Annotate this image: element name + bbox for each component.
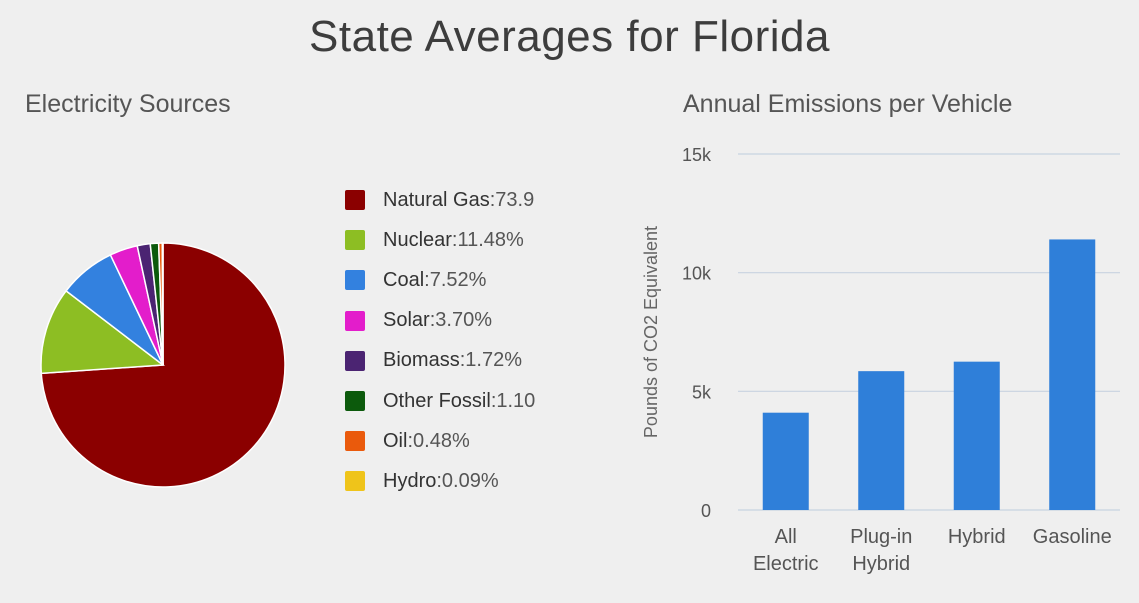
y-tick-label: 10k (682, 264, 712, 284)
pie-chart-title: Electricity Sources (25, 90, 231, 118)
legend-item-nuclear[interactable]: Nuclear: 11.48% (345, 220, 550, 260)
legend-value: 1.72% (465, 349, 522, 372)
legend-label: Oil (383, 429, 408, 452)
legend-value: 3.70% (435, 309, 492, 332)
x-tick-label: Plug-in (850, 526, 912, 548)
legend-label: Biomass (383, 349, 460, 372)
bar-chart-title: Annual Emissions per Vehicle (683, 90, 1013, 118)
legend-value: 0.09% (441, 469, 499, 492)
page-title: State Averages for Florida (309, 12, 830, 61)
x-tick-label: Hybrid (852, 553, 910, 575)
bar-1[interactable] (858, 371, 905, 510)
legend-swatch (345, 310, 365, 331)
bar-2[interactable] (953, 361, 1000, 510)
legend-swatch (345, 190, 365, 211)
legend-label: Other Fossil (383, 389, 491, 412)
x-tick-label: Gasoline (1033, 526, 1112, 548)
pie-chart (40, 242, 286, 488)
legend-item-other-fossil[interactable]: Other Fossil: 1.10 (345, 381, 550, 421)
legend-label: Hydro (383, 469, 437, 492)
legend-item-natural-gas[interactable]: Natural Gas: 73.9 (345, 180, 550, 220)
legend-item-biomass[interactable]: Biomass: 1.72% (345, 341, 550, 381)
legend-label: Coal (383, 268, 425, 291)
legend-swatch (345, 471, 365, 492)
pie-slice-hydro[interactable] (161, 242, 164, 366)
x-tick-label: Electric (753, 553, 819, 575)
y-tick-label: 0 (701, 501, 711, 521)
pie-slice-nuclear[interactable] (40, 289, 166, 375)
legend-item-solar[interactable]: Solar: 3.70% (345, 301, 550, 341)
legend-label: Solar (383, 309, 430, 332)
legend-swatch (345, 270, 365, 291)
legend-value: 11.48% (457, 228, 524, 251)
bar-0[interactable] (762, 412, 809, 510)
x-tick-label: All (775, 526, 797, 548)
legend-swatch (345, 431, 365, 452)
legend-value: 7.52% (429, 268, 487, 291)
legend-swatch (345, 350, 365, 371)
legend-value: 0.48% (413, 429, 470, 452)
bar-3[interactable] (1049, 239, 1096, 510)
x-tick-label: Hybrid (948, 526, 1006, 548)
legend-swatch (345, 230, 365, 251)
legend-swatch (345, 391, 365, 412)
legend-value: 73.9 (495, 188, 535, 211)
pie-legend: Natural Gas: 73.9 Nuclear: 11.48% Coal: 7.… (345, 180, 550, 502)
bar-chart: 0 5k 10k 15k Pounds of CO2 Equivalent All Elec… (641, 145, 1120, 575)
legend-item-oil[interactable]: Oil: 0.48% (345, 421, 550, 461)
y-tick-label: 15k (682, 145, 712, 165)
y-axis-label: Pounds of CO2 Equivalent (641, 226, 661, 438)
legend-item-coal[interactable]: Coal: 7.52% (345, 260, 550, 300)
legend-value: 1.10 (496, 389, 536, 412)
legend-label: Nuclear (383, 228, 452, 251)
legend-label: Natural Gas (383, 188, 490, 211)
y-tick-label: 5k (692, 382, 712, 402)
legend-item-hydro[interactable]: Hydro: 0.09% (345, 461, 550, 501)
